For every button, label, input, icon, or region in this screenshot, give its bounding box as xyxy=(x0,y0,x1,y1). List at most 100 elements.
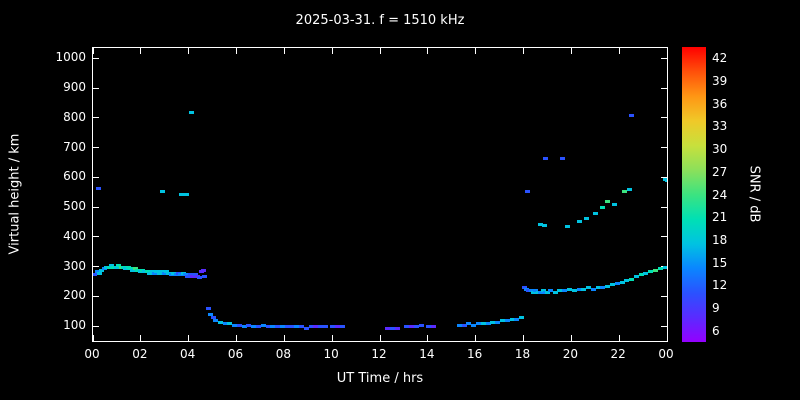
x-tick-mark xyxy=(427,335,429,341)
data-point xyxy=(456,323,462,327)
x-tick-mark xyxy=(331,48,333,54)
data-point xyxy=(198,270,204,274)
data-point xyxy=(621,189,627,193)
x-tick-label: 00 xyxy=(84,347,100,361)
data-point xyxy=(313,325,319,329)
data-point xyxy=(514,317,520,321)
x-tick-mark xyxy=(188,335,190,341)
x-tick-labels: 00 02 04 06 08 10 12 14 16 18 20 22 00 xyxy=(84,347,673,363)
data-point xyxy=(425,325,431,329)
data-point xyxy=(559,157,565,161)
data-point xyxy=(430,325,436,329)
data-point xyxy=(227,322,233,326)
x-tick-mark xyxy=(140,335,142,341)
data-point xyxy=(212,319,218,323)
x-tick-mark xyxy=(331,335,333,341)
data-point xyxy=(461,323,467,327)
colorbar-tick-label: 18 xyxy=(712,232,728,247)
x-tick-label: 12 xyxy=(371,347,387,361)
data-point xyxy=(303,326,309,330)
x-tick-mark xyxy=(188,48,190,54)
y-tick-mark xyxy=(93,87,99,89)
data-point xyxy=(246,323,252,327)
data-point xyxy=(525,189,531,193)
data-point xyxy=(275,325,281,329)
data-point xyxy=(260,323,266,327)
data-point xyxy=(665,179,667,183)
y-tick-mark xyxy=(661,57,667,59)
data-point xyxy=(189,110,195,114)
data-point xyxy=(270,325,276,329)
colorbar-tick-label: 42 xyxy=(712,51,728,66)
colorbar-tick-label: 21 xyxy=(712,210,728,225)
data-point xyxy=(241,325,247,329)
data-point xyxy=(595,286,601,290)
data-point xyxy=(289,325,295,329)
data-point xyxy=(581,287,587,291)
data-point xyxy=(612,203,618,207)
data-point xyxy=(95,186,101,190)
x-tick-mark xyxy=(618,335,620,341)
data-point xyxy=(566,287,572,291)
data-point xyxy=(543,157,549,161)
y-tick-mark xyxy=(93,266,99,268)
data-point xyxy=(552,290,558,294)
data-point xyxy=(619,280,625,284)
colorbar-gradient xyxy=(682,47,706,342)
x-tick-mark xyxy=(140,48,142,54)
data-point xyxy=(576,219,582,223)
data-point xyxy=(284,325,290,329)
data-point xyxy=(605,200,611,204)
x-tick-mark xyxy=(570,48,572,54)
data-point xyxy=(197,276,203,280)
y-tick-mark xyxy=(93,295,99,297)
x-tick-label: 06 xyxy=(227,347,244,361)
x-tick-label: 20 xyxy=(562,347,578,361)
x-tick-label: 22 xyxy=(610,347,626,361)
colorbar-tick-labels: 42 39 36 33 30 27 24 21 18 15 12 9 6 xyxy=(712,47,740,342)
data-point xyxy=(593,212,599,216)
data-point xyxy=(653,268,659,272)
y-tick-mark xyxy=(93,325,99,327)
x-tick-mark xyxy=(570,335,572,341)
data-point xyxy=(322,325,328,329)
data-point xyxy=(629,113,635,117)
y-tick-mark xyxy=(661,236,667,238)
data-point xyxy=(334,325,340,329)
data-point xyxy=(93,273,98,277)
colorbar-title: SNR / dB xyxy=(746,165,762,223)
y-tick-mark xyxy=(661,117,667,119)
data-point xyxy=(614,281,620,285)
colorbar-tick-label: 30 xyxy=(712,142,728,157)
x-tick-mark xyxy=(236,48,237,54)
y-tick-label: 400 xyxy=(63,228,86,243)
data-point xyxy=(232,323,238,327)
data-point xyxy=(662,177,667,181)
data-point xyxy=(205,307,211,311)
x-tick-label: 08 xyxy=(275,347,291,361)
x-axis-title: UT Time / hrs xyxy=(336,371,424,386)
data-point xyxy=(538,222,544,226)
data-point xyxy=(643,271,649,275)
x-tick-mark xyxy=(666,335,667,341)
y-tick-label: 600 xyxy=(63,169,86,184)
data-point xyxy=(179,192,185,196)
data-point xyxy=(504,319,510,323)
data-point xyxy=(571,289,577,293)
data-point xyxy=(404,325,410,329)
data-point xyxy=(583,216,589,220)
colorbar-tick-label: 6 xyxy=(712,323,720,338)
y-tick-mark xyxy=(93,117,99,119)
data-point xyxy=(160,189,166,193)
data-point xyxy=(499,319,505,323)
colorbar-tick-label: 39 xyxy=(712,74,728,89)
x-tick-label: 14 xyxy=(419,347,435,361)
y-tick-label: 100 xyxy=(63,318,86,333)
data-point xyxy=(519,316,525,320)
plot-area xyxy=(92,47,668,342)
data-point xyxy=(208,313,214,317)
x-tick-mark xyxy=(618,48,620,54)
x-tick-mark xyxy=(93,335,94,341)
data-point xyxy=(564,225,570,229)
data-point xyxy=(624,279,630,283)
